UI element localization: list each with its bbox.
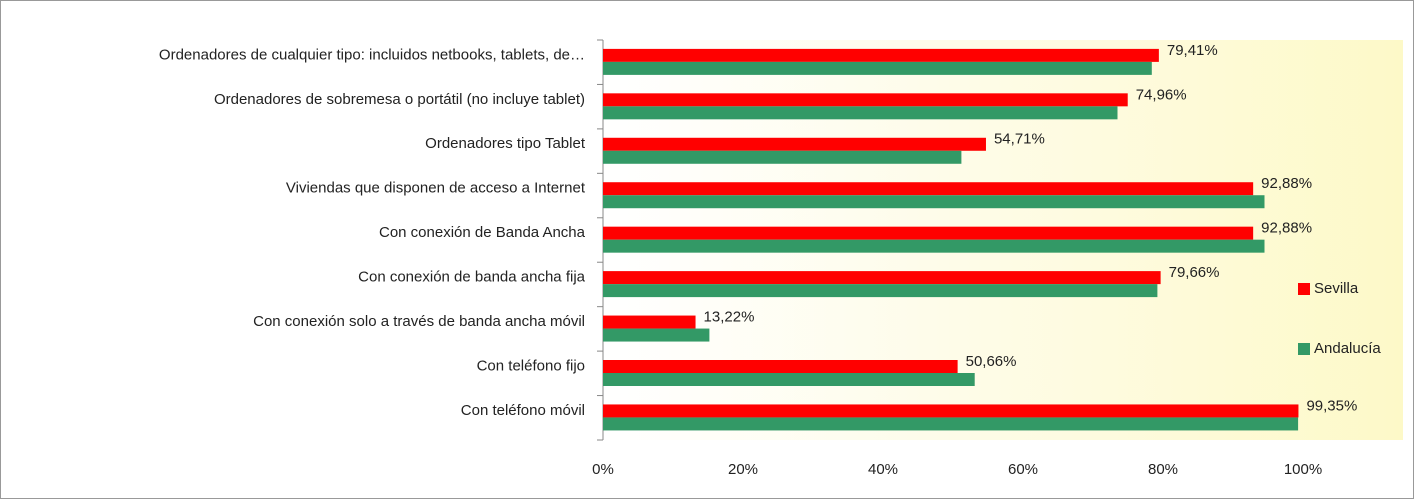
data-label: 99,35% xyxy=(1306,397,1357,414)
bar xyxy=(603,93,1128,107)
x-tick-label: 100% xyxy=(1284,461,1322,478)
bar xyxy=(603,48,1159,62)
category-label: Viviendas que disponen de acceso a Inter… xyxy=(286,180,586,197)
bar xyxy=(603,150,962,164)
bar xyxy=(603,404,1299,418)
category-label: Con teléfono móvil xyxy=(461,402,585,419)
bar xyxy=(603,182,1254,196)
data-label: 92,88% xyxy=(1261,220,1312,237)
data-label: 74,96% xyxy=(1136,86,1187,103)
category-label: Ordenadores de sobremesa o portátil (no … xyxy=(214,91,585,108)
bar xyxy=(603,373,975,386)
category-label: Con conexión solo a través de banda anch… xyxy=(253,313,585,330)
x-tick-label: 40% xyxy=(868,461,898,478)
bar xyxy=(603,137,986,151)
data-label: 50,66% xyxy=(966,353,1017,370)
data-label: 13,22% xyxy=(704,309,755,326)
legend-label: Andalucía xyxy=(1314,340,1381,357)
bar xyxy=(603,417,1299,431)
bar xyxy=(603,106,1118,120)
legend-label: Sevilla xyxy=(1314,280,1359,297)
legend-swatch xyxy=(1298,283,1310,295)
bar xyxy=(603,195,1265,209)
bar xyxy=(603,360,958,373)
category-label: Ordenadores de cualquier tipo: incluidos… xyxy=(159,46,585,63)
bar xyxy=(603,239,1265,253)
data-label: 54,71% xyxy=(994,131,1045,148)
x-tick-label: 0% xyxy=(592,461,614,478)
bar xyxy=(603,315,696,329)
bar xyxy=(603,271,1161,285)
category-label: Con teléfono fijo xyxy=(477,357,585,374)
x-tick-label: 20% xyxy=(728,461,758,478)
data-label: 92,88% xyxy=(1261,175,1312,192)
bar xyxy=(603,284,1158,298)
bar xyxy=(603,328,710,342)
bar xyxy=(603,226,1254,240)
category-label: Con conexión de banda ancha fija xyxy=(358,269,585,286)
category-label: Con conexión de Banda Ancha xyxy=(379,224,586,241)
data-label: 79,41% xyxy=(1167,42,1218,59)
category-label: Ordenadores tipo Tablet xyxy=(425,135,586,152)
data-label: 79,66% xyxy=(1169,264,1220,281)
x-tick-label: 60% xyxy=(1008,461,1038,478)
x-tick-label: 80% xyxy=(1148,461,1178,478)
bar xyxy=(603,61,1152,75)
legend-swatch xyxy=(1298,343,1310,355)
